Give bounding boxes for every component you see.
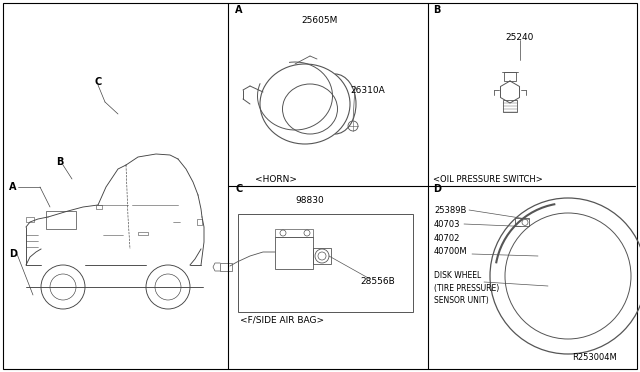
Bar <box>504 72 516 81</box>
Bar <box>515 218 529 227</box>
Text: DISK WHEEL: DISK WHEEL <box>434 272 481 280</box>
Text: 25389B: 25389B <box>434 205 467 215</box>
Text: A: A <box>235 5 243 15</box>
Text: <F/SIDE AIR BAG>: <F/SIDE AIR BAG> <box>240 315 324 324</box>
Bar <box>313 248 331 264</box>
Text: 28556B: 28556B <box>360 278 396 286</box>
Bar <box>46 211 76 229</box>
Text: C: C <box>94 77 102 87</box>
Text: B: B <box>56 157 64 167</box>
Bar <box>96 205 102 209</box>
Bar <box>197 219 202 225</box>
Text: 98830: 98830 <box>296 196 324 205</box>
Bar <box>26 217 34 222</box>
Text: (TIRE PRESSURE): (TIRE PRESSURE) <box>434 283 499 292</box>
Text: C: C <box>235 184 243 194</box>
Text: 25240: 25240 <box>506 32 534 42</box>
Text: 40703: 40703 <box>434 219 461 228</box>
Bar <box>238 214 413 312</box>
Bar <box>275 229 313 237</box>
Bar <box>138 232 148 235</box>
Text: B: B <box>433 5 440 15</box>
Text: R253004M: R253004M <box>573 353 618 362</box>
Text: A: A <box>9 182 17 192</box>
Text: <OIL PRESSURE SWITCH>: <OIL PRESSURE SWITCH> <box>433 174 543 183</box>
Text: <HORN>: <HORN> <box>255 174 297 183</box>
Bar <box>220 263 232 271</box>
Bar <box>503 100 517 112</box>
Text: D: D <box>9 249 17 259</box>
Text: 40700M: 40700M <box>434 247 468 257</box>
Text: SENSOR UNIT): SENSOR UNIT) <box>434 295 489 305</box>
Text: 25605M: 25605M <box>302 16 338 25</box>
Bar <box>275 237 313 269</box>
Text: 26310A: 26310A <box>351 86 385 94</box>
Text: D: D <box>433 184 441 194</box>
Text: 40702: 40702 <box>434 234 460 243</box>
